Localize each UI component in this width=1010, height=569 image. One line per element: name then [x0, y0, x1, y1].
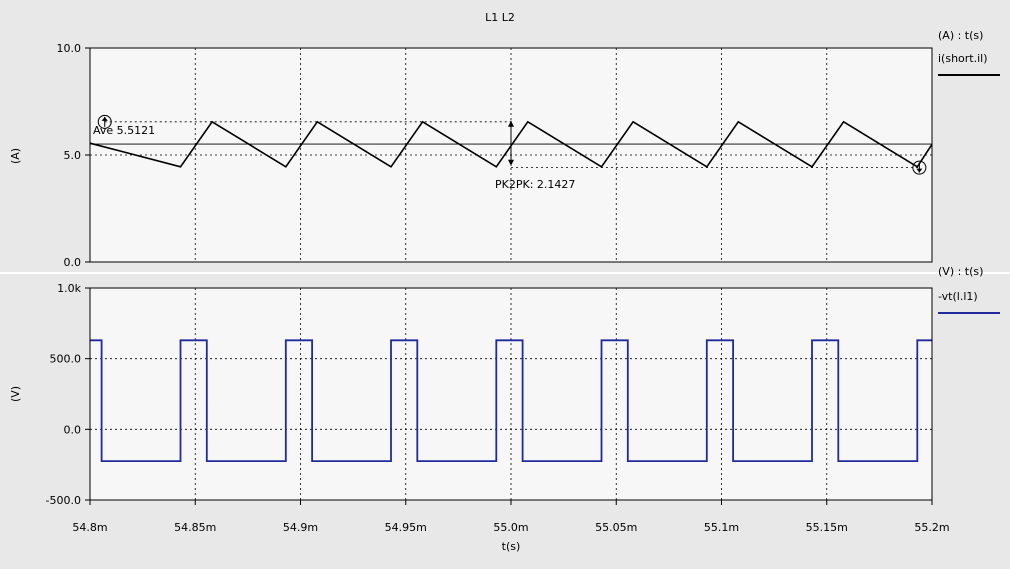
current-plot[interactable]: Ave 5.5121 PK2PK: 2.1427 0.0 5.0 10.0 (A)	[9, 42, 933, 269]
current-pane-header: (A) : t(s)	[938, 29, 983, 42]
current-y-tick-label: 5.0	[64, 149, 82, 162]
x-tick-label: 55.05m	[595, 521, 637, 534]
pk2pk-label: PK2PK: 2.1427	[495, 178, 575, 191]
current-waveform	[89, 120, 933, 168]
current-y-axis-label: (A)	[9, 148, 22, 164]
pk2pk-arrowhead-down	[508, 159, 514, 166]
legend-entry-current[interactable]: i(short.il)	[938, 52, 988, 65]
x-tick-label: 54.8m	[72, 521, 107, 534]
x-tick-label: 55.1m	[704, 521, 739, 534]
voltage-plot[interactable]: -500.0 0.0 500.0 1.0k (V)	[9, 282, 933, 507]
x-axis-label: t(s)	[502, 540, 521, 553]
x-tick-label: 55.2m	[914, 521, 949, 534]
x-tick-label: 54.9m	[283, 521, 318, 534]
window-title: L1 L2	[485, 11, 515, 24]
current-y-tick-label: 10.0	[57, 42, 82, 55]
voltage-y-tick-label: 0.0	[64, 423, 82, 436]
legend-entry-voltage[interactable]: -vt(l.l1)	[938, 290, 978, 303]
voltage-y-tick-label: 500.0	[50, 353, 82, 366]
x-tick-label: 55.0m	[493, 521, 528, 534]
voltage-y-tick-label: -500.0	[46, 494, 81, 507]
voltage-y-axis-label: (V)	[9, 386, 22, 402]
voltage-y-tick-label: 1.0k	[57, 282, 81, 295]
voltage-waveform	[90, 339, 932, 463]
pk2pk-arrowhead-up	[508, 120, 514, 127]
x-tick-label: 54.95m	[385, 521, 427, 534]
current-y-tick-label: 0.0	[64, 256, 82, 269]
min-marker-icon[interactable]	[912, 160, 927, 175]
average-label: Ave 5.5121	[93, 124, 155, 137]
x-tick-label: 54.85m	[174, 521, 216, 534]
x-tick-label: 55.15m	[806, 521, 848, 534]
voltage-pane-header: (V) : t(s)	[938, 265, 983, 278]
max-marker-icon[interactable]	[97, 114, 112, 129]
